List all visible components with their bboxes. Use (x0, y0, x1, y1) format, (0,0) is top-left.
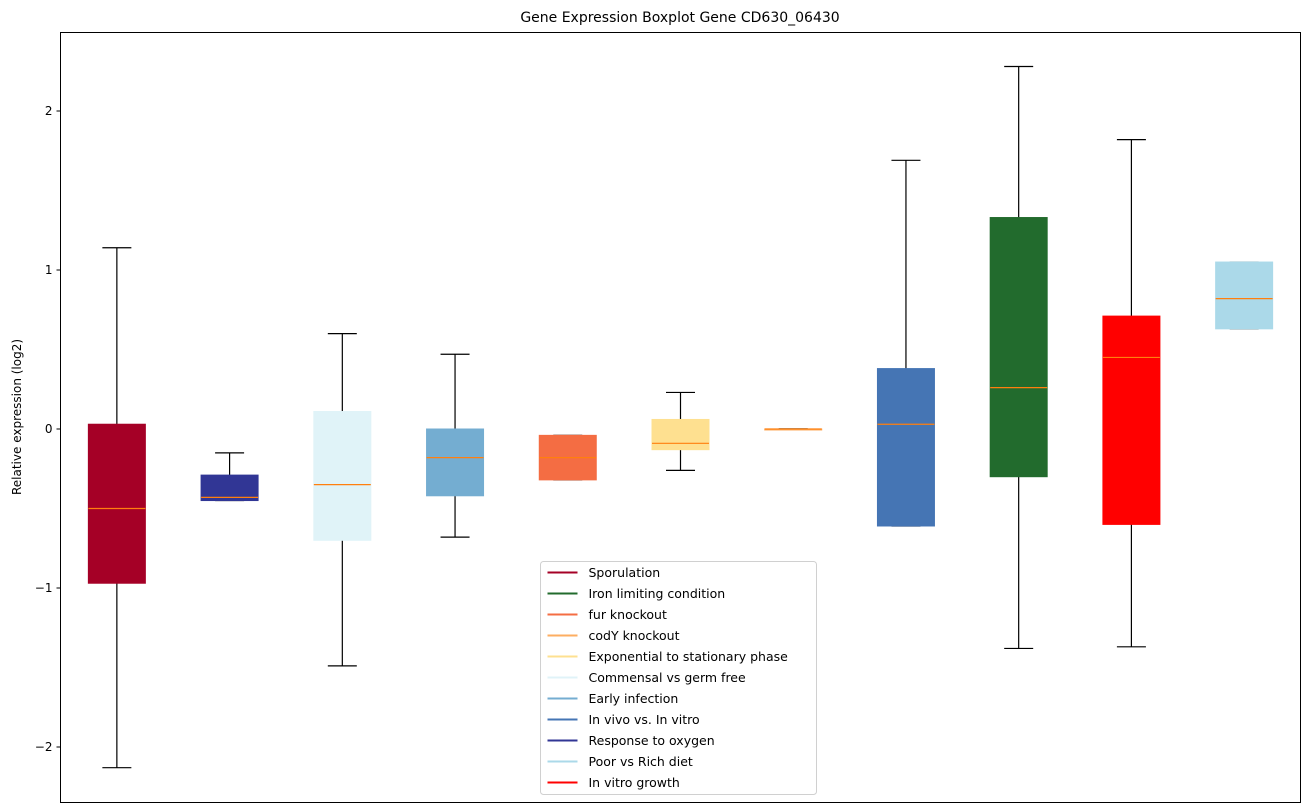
box-poor-vs-rich-diet (1215, 261, 1274, 330)
box-cody-knockout (764, 428, 823, 431)
legend-label: Poor vs Rich diet (589, 754, 693, 769)
box-body (651, 418, 710, 451)
y-axis-label: Relative expression (log2) (10, 339, 24, 495)
box-response-to-oxygen (200, 452, 259, 502)
box-body (989, 217, 1048, 478)
legend-label: fur knockout (589, 607, 667, 622)
box-fur-knockout (538, 434, 597, 481)
y-axis: −2 −1 0 1 2 (35, 104, 61, 754)
legend-item: In vivo vs. In vitro (547, 712, 700, 727)
box-early-infection (426, 353, 485, 538)
box-sporulation (87, 247, 146, 769)
box-body (200, 474, 259, 502)
legend-item: Response to oxygen (547, 733, 715, 748)
y-tick-label: −1 (35, 581, 53, 595)
box-in-vivo-vs-in-vitro (876, 159, 935, 527)
box-body (1215, 261, 1274, 330)
legend-label: Sporulation (589, 565, 661, 580)
legend-label: Response to oxygen (589, 733, 715, 748)
box-body (87, 423, 146, 584)
legend-item: Iron limiting condition (547, 586, 726, 601)
legend-item: Early infection (547, 691, 679, 706)
legend-label: In vitro growth (589, 775, 680, 790)
y-tick-label: 1 (45, 263, 53, 277)
boxes (87, 65, 1274, 769)
legend-item: Commensal vs germ free (547, 670, 746, 685)
legend-item: codY knockout (547, 628, 680, 643)
box-exponential-to-stationary-phase (651, 391, 710, 471)
box-iron-limiting-condition (989, 65, 1048, 650)
box-body (313, 411, 372, 541)
box-commensal-vs-germ-free (313, 333, 372, 667)
legend-label: Early infection (589, 691, 679, 706)
y-tick-label: −2 (35, 740, 53, 754)
y-tick-label: 0 (45, 422, 53, 436)
legend: Sporulation Iron limiting condition fur kn… (540, 561, 817, 795)
legend-frame (540, 561, 817, 795)
chart-title: Gene Expression Boxplot Gene CD630_06430 (520, 10, 839, 26)
legend-item: Sporulation (547, 565, 661, 580)
box-in-vitro-growth (1102, 139, 1161, 648)
y-tick-label: 2 (45, 104, 53, 118)
box-body (876, 368, 935, 527)
plot-frame (60, 32, 1301, 803)
legend-label: codY knockout (589, 628, 680, 643)
legend-label: In vivo vs. In vitro (589, 712, 700, 727)
legend-item: Poor vs Rich diet (547, 754, 693, 769)
box-body (426, 428, 485, 497)
legend-label: Commensal vs germ free (589, 670, 746, 685)
box-body (1102, 315, 1161, 525)
legend-item: Exponential to stationary phase (547, 649, 789, 664)
legend-label: Iron limiting condition (589, 586, 726, 601)
legend-item: In vitro growth (547, 775, 680, 790)
legend-label: Exponential to stationary phase (589, 649, 789, 664)
legend-item: fur knockout (547, 607, 667, 622)
